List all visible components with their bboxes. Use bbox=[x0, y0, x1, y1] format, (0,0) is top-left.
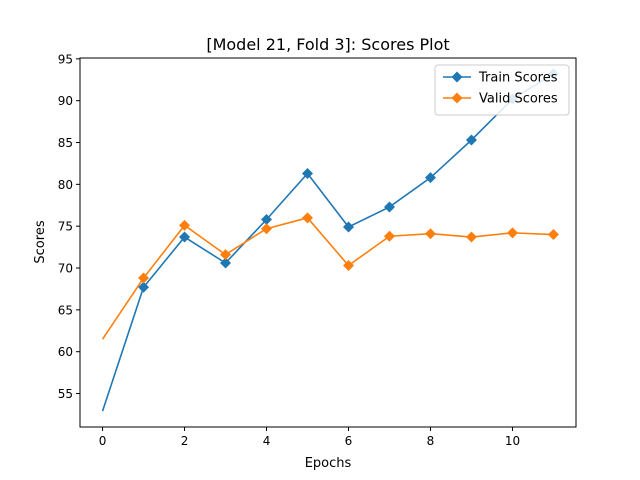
x-tick-label: 2 bbox=[181, 434, 189, 448]
valid-scores-point bbox=[302, 212, 314, 224]
y-tick-label: 85 bbox=[58, 136, 73, 150]
legend: Train Scores Valid Scores bbox=[434, 64, 570, 116]
y-tick-label: 65 bbox=[58, 303, 73, 317]
valid-scores-point bbox=[547, 229, 559, 241]
x-tick-label: 0 bbox=[99, 434, 107, 448]
train-scores-point bbox=[342, 221, 354, 233]
train-scores-point bbox=[465, 134, 477, 146]
valid-scores-point bbox=[342, 260, 354, 272]
valid-scores-point bbox=[220, 249, 232, 261]
train-scores-point bbox=[138, 281, 150, 293]
train-scores-legend-label: Train Scores bbox=[478, 71, 558, 86]
train-scores-point bbox=[424, 172, 436, 184]
train-scores-point bbox=[179, 231, 191, 243]
train-scores-legend-marker bbox=[451, 71, 463, 83]
valid-scores-point bbox=[261, 223, 273, 235]
y-tick-label: 70 bbox=[58, 262, 73, 276]
y-tick-label: 95 bbox=[58, 52, 73, 66]
valid-scores-line bbox=[101, 216, 554, 340]
y-tick-label: 90 bbox=[58, 94, 73, 108]
x-tick-label: 8 bbox=[427, 434, 435, 448]
valid-scores-legend-label: Valid Scores bbox=[479, 92, 558, 107]
valid-scores-point bbox=[383, 230, 395, 242]
valid-scores-point bbox=[179, 219, 191, 231]
valid-scores-point bbox=[465, 231, 477, 243]
train-scores-point bbox=[383, 201, 395, 213]
y-tick-label: 80 bbox=[58, 178, 73, 192]
y-tick-label: 55 bbox=[58, 387, 73, 401]
valid-scores-legend-marker bbox=[451, 92, 463, 104]
train-scores-point bbox=[220, 257, 232, 269]
x-axis-label: Epochs bbox=[305, 456, 352, 471]
x-tick-label: 6 bbox=[345, 434, 353, 448]
valid-scores-point bbox=[506, 227, 518, 239]
axes-frame bbox=[79, 57, 577, 428]
y-tick-label: 75 bbox=[58, 220, 73, 234]
train-scores-line bbox=[101, 73, 554, 412]
valid-scores-point bbox=[138, 272, 150, 284]
y-axis: 55 60 65 70 75 80 85 90 95 bbox=[58, 52, 80, 401]
train-scores-point bbox=[261, 213, 273, 225]
x-tick-label: 10 bbox=[505, 434, 520, 448]
y-tick-label: 60 bbox=[58, 345, 73, 359]
x-axis: 0 2 4 6 8 10 bbox=[99, 427, 520, 448]
plot-area bbox=[101, 68, 559, 412]
chart-title: [Model 21, Fold 3]: Scores Plot bbox=[206, 35, 449, 54]
x-tick-label: 4 bbox=[263, 434, 271, 448]
train-scores-point bbox=[302, 167, 314, 179]
valid-scores-point bbox=[424, 228, 436, 240]
y-axis-label: Scores bbox=[33, 220, 48, 263]
